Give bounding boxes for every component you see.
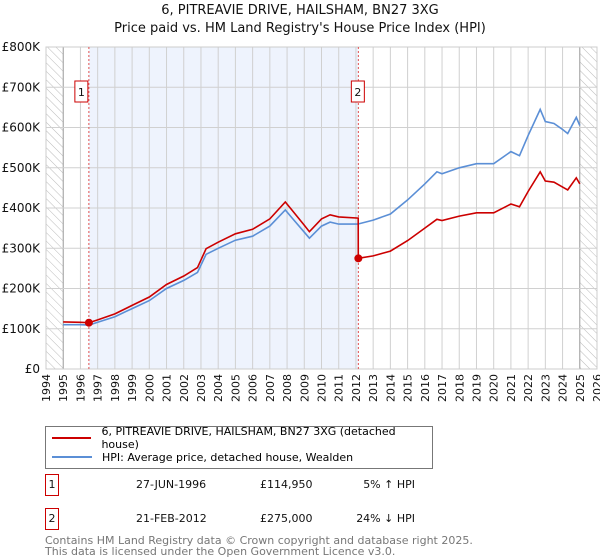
x-tick-label: 2026	[591, 374, 600, 402]
x-tick-label: 2009	[298, 374, 311, 402]
chart-subtitle: Price paid vs. HM Land Registry's House …	[114, 21, 486, 36]
sale-marker: 2	[45, 508, 59, 530]
legend-item-hpi: HPI: Average price, detached house, Weal…	[46, 448, 353, 466]
x-tick-label: 2014	[384, 374, 397, 402]
x-tick-label: 2015	[402, 374, 415, 402]
sale-label: 1	[78, 86, 85, 99]
x-tick-label: 2000	[143, 374, 156, 402]
legend-item-property: 6, PITREAVIE DRIVE, HAILSHAM, BN27 3XG (…	[46, 425, 432, 451]
x-tick-label: 1996	[74, 374, 87, 402]
sale-price: £114,950	[260, 478, 313, 491]
x-tick-label: 2008	[281, 374, 294, 402]
x-tick-label: 2006	[247, 374, 260, 402]
y-tick-label: £300K	[2, 241, 42, 255]
plot-frame	[45, 46, 598, 370]
sale-point	[84, 318, 93, 327]
x-tick-label: 1995	[57, 374, 70, 402]
price-chart: 1994 1995 1996 1997 1998 1999 2000 2001 2002 2003…	[2, 40, 600, 402]
x-tick-label: 2020	[488, 374, 501, 402]
sale-date: 21-FEB-2012	[136, 512, 207, 525]
y-tick-label: £800K	[2, 40, 42, 54]
x-tick-label: 1999	[126, 374, 139, 402]
y-tick-label: £0	[25, 362, 40, 376]
sale-label-box	[74, 80, 89, 103]
x-tick-label: 2012	[350, 374, 363, 402]
sale-row: 2 21-FEB-2012 £275,000 24% ↓ HPI	[45, 508, 445, 530]
x-tick-label: 2004	[212, 374, 225, 402]
x-tick-label: 2019	[470, 374, 483, 402]
chart-title: 6, PITREAVIE DRIVE, HAILSHAM, BN27 3XG	[161, 3, 439, 18]
x-tick-label: 2002	[178, 374, 191, 402]
x-tick-label: 2023	[539, 374, 552, 402]
x-tick-label: 2016	[419, 374, 432, 402]
sale-date: 27-JUN-1996	[136, 478, 207, 491]
series-line	[63, 107, 581, 326]
sale-price: £275,000	[260, 512, 313, 525]
series-line	[63, 170, 581, 324]
y-tick-label: £700K	[2, 80, 42, 94]
y-tick-label: £400K	[2, 201, 42, 215]
sale-label-box	[350, 80, 365, 103]
sale-hpi: 24% ↓ HPI	[356, 512, 415, 525]
x-tick-label: 2003	[195, 374, 208, 402]
x-tick-label: 2024	[557, 374, 570, 402]
legend-label: 6, PITREAVIE DRIVE, HAILSHAM, BN27 3XG (…	[101, 425, 396, 451]
x-tick-label: 2001	[161, 374, 174, 402]
y-tick-label: £500K	[2, 161, 42, 175]
x-tick-label: 2022	[522, 374, 535, 402]
sale-row: 1 27-JUN-1996 £114,950 5% ↑ HPI	[45, 474, 445, 496]
sale-label: 2	[354, 86, 361, 99]
x-tick-label: 1994	[40, 374, 53, 402]
x-tick-label: 2013	[367, 374, 380, 402]
y-tick-label: £100K	[2, 322, 42, 336]
x-tick-label: 2025	[574, 374, 587, 402]
sale-marker: 1	[45, 474, 59, 496]
footer-copyright: Contains HM Land Registry data © Crown c…	[45, 534, 473, 547]
sale-hpi: 5% ↑ HPI	[363, 478, 415, 491]
x-tick-label: 1998	[109, 374, 122, 402]
x-tick-label: 2018	[453, 374, 466, 402]
x-tick-label: 2010	[316, 374, 329, 402]
footer-licence: This data is licensed under the Open Gov…	[45, 545, 396, 558]
sale-point	[354, 254, 363, 263]
legend: 6, PITREAVIE DRIVE, HAILSHAM, BN27 3XG (…	[45, 425, 433, 469]
x-tick-label: 2007	[264, 374, 277, 402]
x-tick-label: 2017	[436, 374, 449, 402]
legend-label: HPI: Average price, detached house, Weal…	[102, 450, 354, 464]
y-tick-label: £600K	[2, 121, 42, 135]
x-tick-label: 2021	[505, 374, 518, 402]
y-tick-label: £200K	[2, 282, 42, 296]
x-tick-label: 2005	[229, 374, 242, 402]
x-tick-label: 2011	[333, 374, 346, 402]
legend-swatch-blue	[52, 456, 92, 458]
x-tick-label: 1997	[92, 374, 105, 402]
legend-swatch-red	[52, 437, 92, 439]
